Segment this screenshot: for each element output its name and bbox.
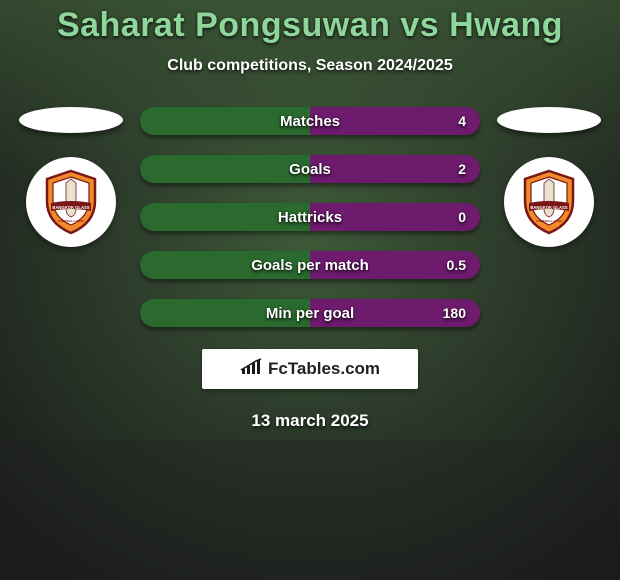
stat-label: Matches: [280, 113, 340, 130]
stat-right-value: 4: [458, 113, 466, 129]
stat-right-value: 180: [443, 305, 466, 321]
player-right-avatar-placeholder: [497, 107, 601, 133]
svg-text:BANGKOK GLASS: BANGKOK GLASS: [530, 205, 567, 210]
stat-row: Min per goal 180: [140, 299, 480, 327]
svg-text:BANGKOK GLASS: BANGKOK GLASS: [52, 205, 89, 210]
comparison-row: BANGKOK GLASS FOOTBALL CLUB Matches 4 Go…: [0, 107, 620, 327]
page-title: Saharat Pongsuwan vs Hwang: [57, 6, 563, 45]
stat-label: Goals: [289, 161, 331, 178]
stat-right-value: 0: [458, 209, 466, 225]
player-left-avatar-placeholder: [19, 107, 123, 133]
player-right-column: BANGKOK GLASS FOOTBALL CLUB: [494, 107, 604, 247]
brand-badge[interactable]: FcTables.com: [202, 349, 418, 389]
player-left-club-crest: BANGKOK GLASS FOOTBALL CLUB: [26, 157, 116, 247]
svg-text:FOOTBALL CLUB: FOOTBALL CLUB: [58, 219, 84, 223]
club-crest-icon: BANGKOK GLASS FOOTBALL CLUB: [521, 169, 577, 235]
svg-text:FOOTBALL CLUB: FOOTBALL CLUB: [536, 219, 562, 223]
date-label: 13 march 2025: [251, 411, 368, 431]
stat-label: Min per goal: [266, 305, 354, 322]
stat-label: Goals per match: [251, 257, 369, 274]
subtitle: Club competitions, Season 2024/2025: [167, 57, 452, 75]
stat-right-value: 0.5: [447, 257, 466, 273]
stat-row: Goals per match 0.5: [140, 251, 480, 279]
stat-row: Matches 4: [140, 107, 480, 135]
club-crest-icon: BANGKOK GLASS FOOTBALL CLUB: [43, 169, 99, 235]
stat-row: Hattricks 0: [140, 203, 480, 231]
stats-pills: Matches 4 Goals 2 Hattricks 0 Goals per …: [140, 107, 480, 327]
stat-row: Goals 2: [140, 155, 480, 183]
chart-icon: [240, 358, 262, 381]
stat-right-value: 2: [458, 161, 466, 177]
stat-label: Hattricks: [278, 209, 342, 226]
player-left-column: BANGKOK GLASS FOOTBALL CLUB: [16, 107, 126, 247]
brand-text: FcTables.com: [268, 359, 380, 379]
player-right-club-crest: BANGKOK GLASS FOOTBALL CLUB: [504, 157, 594, 247]
